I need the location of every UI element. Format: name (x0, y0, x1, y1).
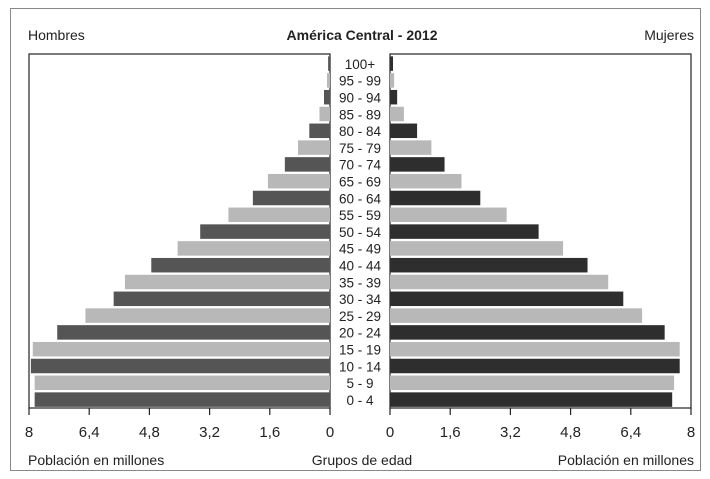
bar-women-0-4 (390, 392, 673, 407)
age-label: 95 - 99 (339, 74, 381, 89)
bar-women-45-49 (390, 241, 564, 256)
bar-women-100plus (390, 56, 394, 71)
age-label: 5 - 9 (346, 376, 373, 391)
bar-women-70-74 (390, 157, 445, 172)
age-label: 65 - 69 (339, 174, 381, 189)
x-axis-label-left: Población en millones (28, 452, 164, 468)
bar-women-15-19 (390, 341, 680, 357)
bar-men-20-24 (57, 325, 330, 340)
tick-label-left: 6,4 (79, 424, 100, 441)
bar-men-10-14 (30, 358, 330, 374)
age-label: 90 - 94 (339, 90, 382, 105)
x-axis-ticks: 0 0 1,6 1,6 3,2 3,2 4,8 4,8 6,4 6,4 8 8 (25, 408, 695, 441)
bar-men-45-49 (177, 241, 330, 256)
bar-men-60-64 (252, 190, 330, 206)
tick-label-right: 4,8 (560, 424, 581, 441)
bar-women-5-9 (390, 375, 675, 391)
bar-men-50-54 (200, 224, 330, 239)
bar-women-65-69 (390, 173, 462, 189)
men-bars-group (30, 56, 331, 407)
age-label: 50 - 54 (339, 225, 382, 240)
bar-men-80-84 (309, 123, 330, 139)
right-panel-label: Mujeres (644, 27, 694, 43)
age-label: 85 - 89 (339, 107, 381, 122)
tick-label-left: 3,2 (199, 424, 220, 441)
tick-label-left: 8 (25, 424, 33, 441)
bar-women-50-54 (390, 224, 539, 239)
age-label: 80 - 84 (339, 124, 382, 139)
bar-men-65-69 (267, 173, 330, 189)
age-label: 70 - 74 (339, 158, 382, 173)
age-label: 60 - 64 (339, 191, 382, 206)
age-label: 20 - 24 (339, 326, 382, 341)
bar-women-10-14 (390, 358, 680, 374)
age-label: 30 - 34 (339, 292, 382, 307)
tick-label-right: 8 (687, 424, 695, 441)
bar-men-0-4 (34, 392, 331, 407)
age-label: 15 - 19 (339, 342, 381, 357)
bar-men-75-79 (298, 140, 330, 155)
bar-women-35-39 (390, 274, 609, 290)
bar-women-80-84 (390, 123, 418, 139)
tick-label-right: 1,6 (440, 424, 461, 441)
bar-men-85-89 (319, 106, 330, 122)
age-label: 75 - 79 (339, 141, 381, 156)
tick-label-right: 0 (386, 424, 394, 441)
bar-women-90-94 (390, 89, 398, 105)
age-label: 55 - 59 (339, 208, 381, 223)
tick-label-left: 0 (326, 424, 334, 441)
x-axis-label-center: Grupos de edad (312, 452, 412, 468)
bar-men-15-19 (32, 341, 330, 357)
left-panel-label: Hombres (28, 27, 85, 43)
age-label: 40 - 44 (339, 258, 382, 273)
age-label: 100+ (345, 57, 376, 72)
tick-label-left: 1,6 (259, 424, 280, 441)
bar-women-40-44 (390, 257, 588, 273)
bar-women-20-24 (390, 325, 665, 340)
bar-women-60-64 (390, 190, 481, 206)
age-label: 45 - 49 (339, 242, 381, 257)
age-label: 25 - 29 (339, 309, 381, 324)
age-label: 35 - 39 (339, 275, 381, 290)
tick-label-left: 4,8 (139, 424, 160, 441)
bar-men-90-94 (323, 89, 330, 105)
x-axis-label-right: Población en millones (558, 452, 694, 468)
bar-women-55-59 (390, 207, 507, 223)
age-label: 0 - 4 (346, 393, 374, 408)
tick-label-right: 6,4 (620, 424, 641, 441)
bar-men-35-39 (124, 274, 330, 290)
chart-title: América Central - 2012 (287, 27, 438, 43)
bar-women-85-89 (390, 106, 404, 122)
bar-men-95-99 (326, 73, 330, 88)
bar-women-25-29 (390, 308, 643, 323)
age-label: 10 - 14 (339, 359, 382, 374)
bar-women-30-34 (390, 291, 624, 307)
bar-women-95-99 (390, 73, 395, 88)
bar-men-40-44 (151, 257, 330, 273)
bar-men-5-9 (34, 375, 331, 391)
bar-men-100plus (328, 56, 330, 71)
bar-men-25-29 (85, 308, 330, 323)
outer-border (10, 8, 701, 471)
bar-men-55-59 (228, 207, 330, 223)
bar-men-30-34 (113, 291, 330, 307)
bar-women-75-79 (390, 140, 432, 155)
women-bars-group (390, 56, 680, 407)
bar-men-70-74 (284, 157, 330, 172)
tick-label-right: 3,2 (500, 424, 521, 441)
